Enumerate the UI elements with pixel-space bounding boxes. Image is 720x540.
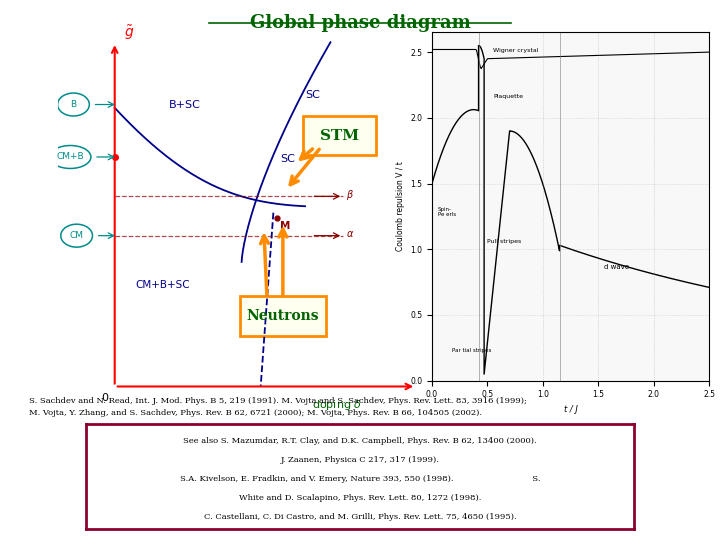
- Text: $\alpha$: $\alpha$: [346, 229, 355, 239]
- Text: M: M: [279, 221, 290, 231]
- Text: Par tial stripes: Par tial stripes: [452, 348, 491, 353]
- FancyBboxPatch shape: [240, 296, 325, 336]
- Text: Global phase diagram: Global phase diagram: [250, 14, 470, 31]
- Text: CM+B: CM+B: [56, 152, 84, 161]
- Text: STM: STM: [320, 129, 359, 143]
- Text: SC: SC: [305, 90, 320, 100]
- Text: Spin-
Pe erls: Spin- Pe erls: [438, 207, 456, 218]
- Text: doping $\delta$: doping $\delta$: [312, 398, 361, 412]
- Text: S.A. Kivelson, E. Fradkin, and V. Emery, Nature 393, 550 (1998).                : S.A. Kivelson, E. Fradkin, and V. Emery,…: [180, 475, 540, 483]
- Text: $\tilde{g}$: $\tilde{g}$: [125, 24, 135, 42]
- Text: Pull stripes: Pull stripes: [487, 239, 522, 244]
- Text: C. Castellani, C. Di Castro, and M. Grilli, Phys. Rev. Lett. 75, 4650 (1995).: C. Castellani, C. Di Castro, and M. Gril…: [204, 512, 516, 521]
- Text: See also S. Mazumdar, R.T. Clay, and D.K. Campbell, Phys. Rev. B 62, 13400 (2000: See also S. Mazumdar, R.T. Clay, and D.K…: [183, 437, 537, 445]
- Text: M. Vojta, Y. Zhang, and S. Sachdev, Phys. Rev. B 62, 6721 (2000); M. Vojta, Phys: M. Vojta, Y. Zhang, and S. Sachdev, Phys…: [29, 409, 482, 417]
- Text: S. Sachdev and N. Read, Int. J. Mod. Phys. B 5, 219 (1991). M. Vojta and S. Sach: S. Sachdev and N. Read, Int. J. Mod. Phy…: [29, 397, 526, 405]
- Text: SC: SC: [281, 153, 296, 164]
- Text: Neutrons: Neutrons: [246, 309, 319, 323]
- Y-axis label: Coulomb repulsion V / t: Coulomb repulsion V / t: [395, 161, 405, 252]
- FancyBboxPatch shape: [304, 116, 377, 156]
- Text: White and D. Scalapino, Phys. Rev. Lett. 80, 1272 (1998).: White and D. Scalapino, Phys. Rev. Lett.…: [239, 494, 481, 502]
- Text: B+SC: B+SC: [168, 100, 200, 110]
- Text: B: B: [71, 100, 76, 109]
- Text: CM: CM: [70, 231, 84, 240]
- Text: d wave: d wave: [604, 264, 629, 270]
- Text: Plaquette: Plaquette: [493, 94, 523, 99]
- X-axis label: t / J: t / J: [564, 405, 577, 414]
- Text: 0: 0: [102, 393, 109, 403]
- Text: CM+B+SC: CM+B+SC: [135, 280, 189, 290]
- Text: Wigner crystal: Wigner crystal: [493, 48, 539, 53]
- Text: $\beta$: $\beta$: [346, 188, 354, 201]
- Text: J. Zaanen, Physica C 217, 317 (1999).: J. Zaanen, Physica C 217, 317 (1999).: [281, 456, 439, 464]
